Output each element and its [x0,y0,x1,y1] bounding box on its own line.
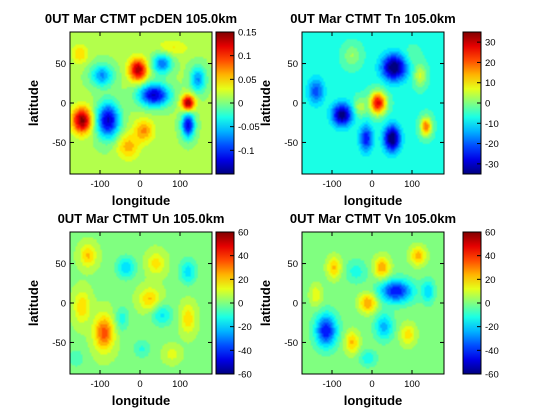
colorbar-tick-label: 0 [238,299,243,310]
y-tick-label: -50 [284,138,298,149]
x-axis-label: longitude [112,193,171,208]
colorbar-tick-label: -30 [485,159,499,170]
y-axis-label: latitude [258,80,273,126]
heatmap-field [302,232,444,374]
y-tick-label: -50 [52,338,66,349]
x-tick-label: -100 [90,379,109,390]
panel-title: 0UT Mar CTMT pcDEN 105.0km [45,11,237,26]
colorbar-tick-label: 30 [485,38,496,49]
colorbar-tick-label: 40 [238,251,249,262]
colorbar-tick-label: -60 [238,370,252,381]
colorbar-tick-label: 20 [238,275,249,286]
heatmap-field [302,32,444,174]
x-axis-label: longitude [112,393,171,408]
y-tick-label: 50 [287,59,298,70]
y-tick-label: -50 [284,338,298,349]
x-axis-label: longitude [344,393,403,408]
panel-2: 0UT Mar CTMT Tn 105.0km-100 0 100500-50lon… [258,11,499,208]
y-axis-label: latitude [26,280,41,326]
colorbar-tick-label: 0 [485,299,490,310]
x-tick-label: 100 [404,179,420,190]
x-tick-label: -100 [90,179,109,190]
colorbar-tick-label: -60 [485,370,499,381]
x-tick-label: 0 [369,379,374,390]
y-tick-label: 50 [287,259,298,270]
panel-1: 0UT Mar CTMT pcDEN 105.0km -100 0 100 50 0 -50… [26,11,260,208]
colorbar-tick-label: 20 [485,275,496,286]
colorbar-tick-label: 40 [485,251,496,262]
colorbar-tick-label: 0 [485,99,490,110]
x-tick-label: -100 [322,179,341,190]
x-tick-label: -100 [322,379,341,390]
x-tick-label: 0 [137,179,142,190]
colorbar-tick-label: -0.05 [238,122,260,133]
colorbar: 60 40 20 0 -20 -40 -60 [215,228,252,381]
x-axis-label: longitude [344,193,403,208]
colorbar-tick-label: 0 [238,99,243,110]
colorbar-tick-label: 60 [238,228,249,239]
x-tick-label: 100 [404,379,420,390]
colorbar-tick-label: 0.05 [238,75,257,86]
y-tick-label: 0 [293,99,298,110]
panel-4: 0UT Mar CTMT Vn 105.0km -100 0 100 50 0 -50 lon… [258,211,499,408]
y-tick-label: -50 [52,138,66,149]
colorbar-tick-label: -40 [238,346,252,357]
colorbar-tick-label: 10 [485,78,496,89]
x-tick-label: 100 [172,179,188,190]
colorbar-tick-label: -20 [485,139,499,150]
y-tick-label: 50 [55,259,66,270]
colorbar-tick-label: 60 [485,228,496,239]
colorbar-tick-label: -10 [485,119,499,130]
heatmap-field [70,32,212,174]
colorbar-tick-label: -40 [485,346,499,357]
x-tick-label: 0 [369,179,374,190]
x-tick-label: 100 [172,379,188,390]
colorbar-tick-label: -0.1 [238,146,254,157]
colorbar: 60 40 20 0 -20 -40 -60 [462,228,499,381]
colorbar: 0.15 0.1 0.05 0 -0.05 -0.1 [215,28,260,175]
colorbar: 30 20 10 0 -10 -20 -30 [462,31,499,175]
colorbar-tick-label: -20 [238,322,252,333]
heatmap-field [70,232,212,374]
colorbar-tick-label: 0.1 [238,51,251,62]
y-tick-label: 0 [293,299,298,310]
colorbar-tick-label: 0.15 [238,28,257,39]
panel-title: 0UT Mar CTMT Un 105.0km [58,211,225,226]
x-tick-label: 0 [137,379,142,390]
y-tick-label: 0 [61,299,66,310]
y-tick-label: 0 [61,99,66,110]
panel-3: 0UT Mar CTMT Un 105.0km -100 0 100 50 0 -50 lon… [26,211,252,408]
panel-title: 0UT Mar CTMT Vn 105.0km [290,211,456,226]
y-tick-label: 50 [55,59,66,70]
panel-title: 0UT Mar CTMT Tn 105.0km [290,11,455,26]
colorbar-tick-label: 20 [485,58,496,69]
y-axis-label: latitude [258,280,273,326]
y-axis-label: latitude [26,80,41,126]
colorbar-tick-label: -20 [485,322,499,333]
